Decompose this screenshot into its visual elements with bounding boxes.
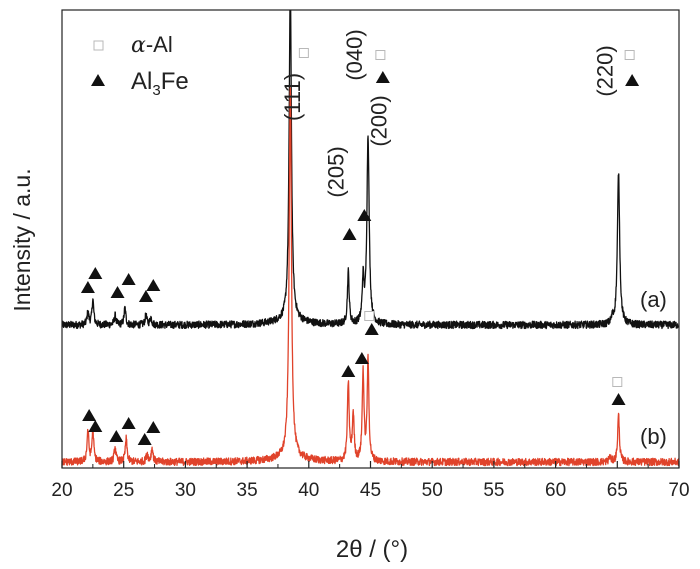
legend: α-Al Al3Fe: [91, 32, 189, 99]
alpha-al-marker-b: [364, 311, 375, 321]
legend-al-suffix: -Al: [146, 32, 173, 57]
hkl-label: (111): [280, 73, 305, 121]
annotation-layer: (111) (040)(200) (205) (220): [280, 29, 617, 197]
x-tick-label: 60: [545, 480, 566, 501]
x-tick-label: 40: [298, 480, 319, 501]
alpha-al-marker-b: [612, 377, 623, 387]
alpha-al-marker-a: [298, 48, 309, 58]
x-tick-label: 25: [113, 480, 134, 501]
legend-label-alpha-al: α-Al: [131, 32, 173, 58]
al3fe-marker-a: [138, 290, 153, 302]
al3fe-marker-b: [82, 409, 97, 421]
al3fe-marker-a: [342, 228, 357, 240]
plot-frame: [61, 9, 680, 469]
al3fe-marker-a: [110, 286, 125, 298]
x-tick-label: 55: [483, 480, 504, 501]
x-tick-label: 20: [51, 480, 72, 501]
al3fe-marker-a: [80, 281, 95, 293]
x-axis-ticks: 20 25 30 35 40 45 50 55 60 65 70: [51, 461, 690, 501]
legend-fe-text: Fe: [161, 68, 189, 95]
legend-label-al3fe: Al3Fe: [131, 68, 189, 99]
x-axis-label: 2θ / (°): [336, 536, 408, 563]
x-tick-label: 70: [668, 480, 689, 501]
hkl-label: (220): [592, 45, 617, 96]
al3fe-marker-a: [146, 279, 161, 291]
al3fe-marker-b: [146, 421, 161, 433]
series-layer: [62, 10, 679, 467]
al3fe-marker-b: [88, 420, 103, 432]
al3fe-marker-a: [357, 209, 372, 221]
al3fe-marker-b: [364, 323, 379, 335]
al3fe-marker-a: [88, 267, 103, 279]
series-label-b: (b): [640, 424, 667, 449]
al3fe-marker-b: [341, 365, 356, 377]
legend-triangle-symbol: [91, 74, 105, 86]
x-tick-label: 50: [422, 480, 443, 501]
al3fe-marker-b: [611, 393, 626, 405]
al3fe-marker-a: [625, 74, 640, 86]
al3fe-marker-b: [137, 433, 152, 445]
al3fe-marker-b: [109, 430, 124, 442]
legend-alpha-symbol: α: [131, 33, 146, 58]
alpha-al-marker-a: [624, 50, 635, 60]
x-tick-label: 30: [175, 480, 196, 501]
al3fe-marker-b: [121, 417, 136, 429]
marker-layer: [80, 48, 640, 445]
hkl-label: (040): [342, 29, 367, 80]
series-line-a: [62, 10, 679, 330]
al3fe-marker-b: [354, 352, 369, 364]
series-line-b: [62, 87, 679, 467]
y-axis-label: Intensity / a.u.: [9, 168, 35, 311]
legend-square-symbol: [93, 40, 104, 51]
al3fe-marker-a: [375, 71, 390, 83]
x-tick-label: 45: [360, 480, 381, 501]
al3fe-marker-a: [121, 273, 136, 285]
series-label-a: (a): [640, 287, 667, 312]
alpha-al-marker-a: [375, 50, 386, 60]
legend-subscript: 3: [152, 82, 160, 99]
hkl-label: (200): [367, 95, 392, 146]
legend-al-text: Al: [131, 68, 152, 95]
hkl-label: (205): [323, 146, 348, 197]
x-tick-label: 65: [607, 480, 628, 501]
x-tick-label: 35: [237, 480, 258, 501]
